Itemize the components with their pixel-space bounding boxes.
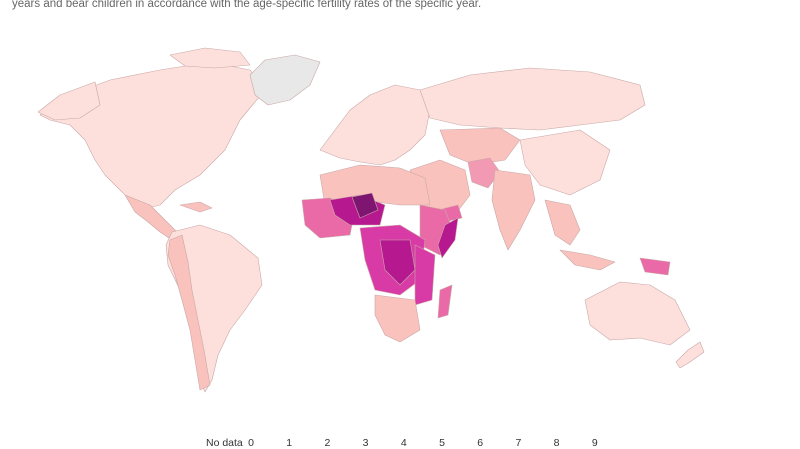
region-east-africa[interactable] [414, 244, 436, 306]
region-southern-africa[interactable] [374, 294, 421, 343]
region-north-america[interactable] [39, 61, 266, 211]
region-india[interactable] [491, 169, 536, 251]
region-somalia[interactable] [437, 217, 459, 259]
legend-tick-label: 6 [477, 437, 484, 449]
region-papua[interactable] [639, 257, 671, 276]
legend-ticks: 0 1 2 3 4 5 6 7 8 9 [0, 432, 800, 449]
region-east-asia[interactable] [519, 129, 611, 196]
legend-tick-label: 8 [553, 437, 560, 449]
region-russia[interactable] [419, 67, 646, 131]
region-southeast-asia[interactable] [544, 199, 581, 246]
legend-tick-label: 7 [515, 437, 522, 449]
region-new-zealand[interactable] [675, 341, 705, 369]
region-indonesia[interactable] [559, 249, 616, 271]
legend-tick-label: 2 [324, 437, 331, 449]
legend-tick-label: 0 [248, 437, 254, 449]
region-canada-islands[interactable] [169, 47, 251, 69]
chart-subtitle: years and bear children in accordance wi… [12, 0, 482, 10]
region-madagascar[interactable] [437, 284, 453, 319]
region-drc[interactable] [379, 239, 416, 286]
region-central-asia[interactable] [439, 127, 521, 166]
region-alaska[interactable] [37, 81, 101, 121]
legend-tick-label: 5 [439, 437, 445, 449]
region-south-america[interactable] [165, 224, 263, 393]
legend-tick-label: 1 [286, 437, 293, 449]
region-greenland[interactable] [249, 54, 321, 106]
region-caribbean[interactable] [179, 201, 213, 213]
region-andes-countries[interactable] [167, 234, 211, 391]
region-niger[interactable] [351, 192, 379, 219]
region-europe[interactable] [319, 84, 431, 166]
legend-tick-label: 3 [362, 437, 369, 449]
legend-no-data-label: No data [206, 437, 243, 449]
legend-tick-label: 4 [400, 437, 407, 449]
map-legend: No data 0 1 2 3 4 5 6 7 8 9 [0, 432, 800, 449]
region-australia[interactable] [584, 281, 691, 346]
legend-tick-label: 9 [591, 437, 598, 449]
